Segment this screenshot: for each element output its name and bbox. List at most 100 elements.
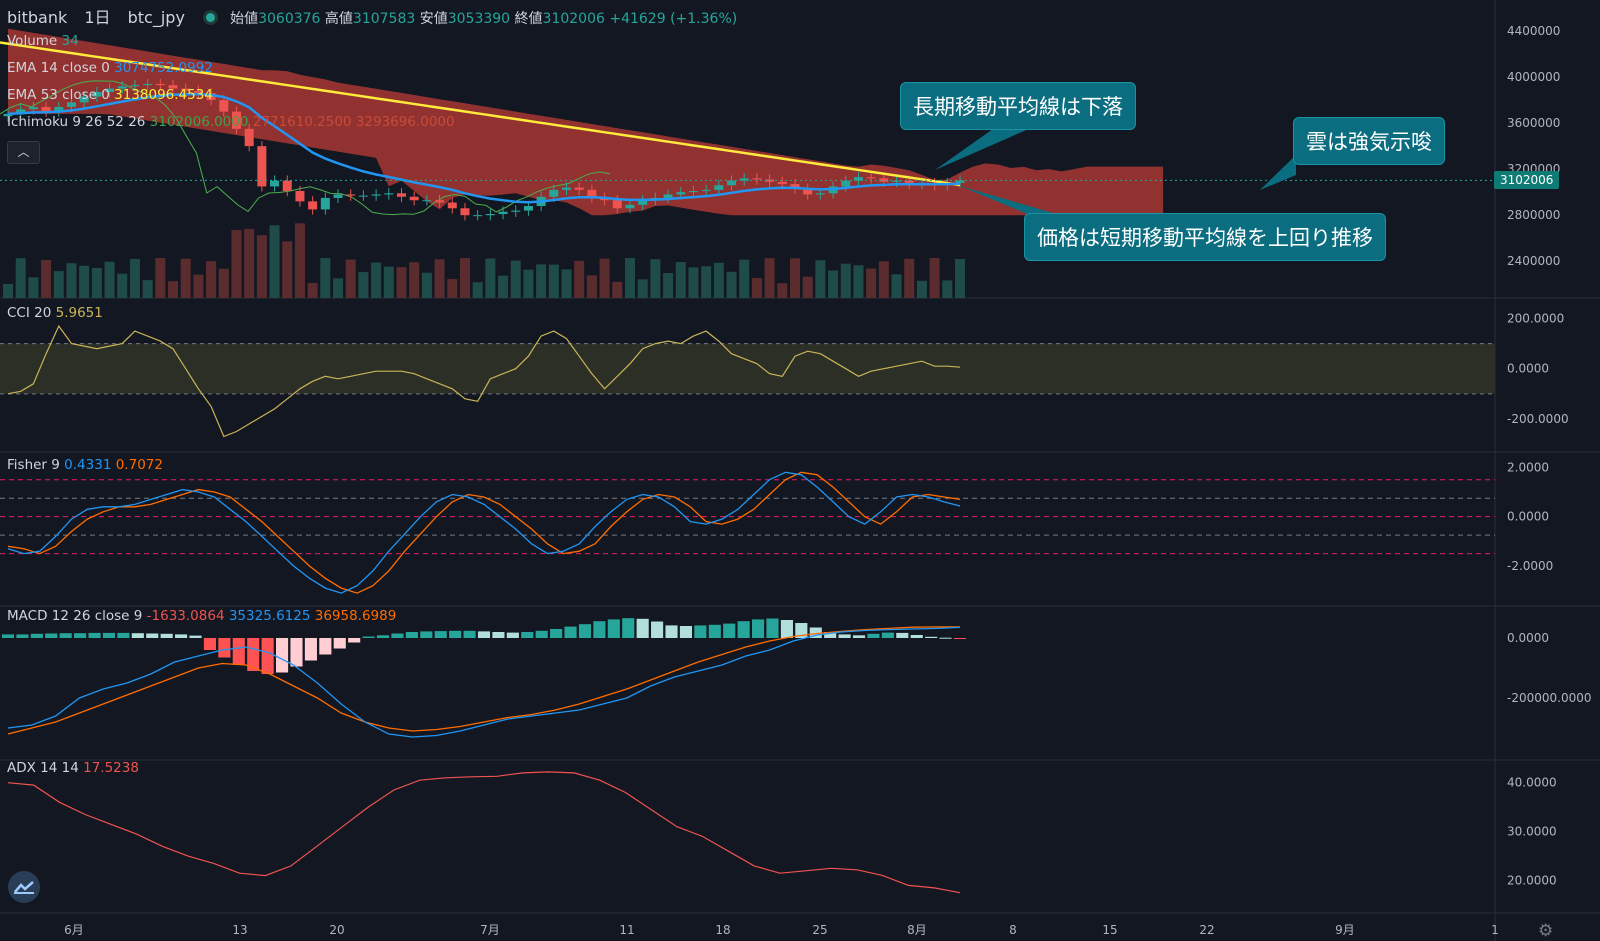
volume-bar (688, 267, 699, 298)
macd-histogram-bar (694, 625, 707, 638)
candle (92, 92, 102, 97)
volume-value: 34 (61, 33, 79, 49)
fisher-legend[interactable]: Fisher 9 0.4331 0.7072 (7, 457, 163, 473)
ichimoku-legend[interactable]: Ichimoku 9 26 52 26 3102006.0000 2771610… (7, 114, 455, 130)
candle (333, 194, 343, 198)
macd-histogram-bar (189, 635, 202, 638)
volume-bar (117, 273, 128, 298)
volume-bar (942, 280, 953, 298)
annotation-cloud[interactable]: 雲は強気示唆 (1293, 117, 1445, 165)
candle (79, 96, 89, 103)
macd-histogram-bar (622, 618, 635, 638)
time-tick-label: 13 (232, 923, 247, 937)
tradingview-logo-icon[interactable] (8, 871, 40, 903)
adx-tick-label: 30.0000 (1507, 825, 1557, 839)
macd-histogram-bar (939, 637, 952, 639)
time-tick-label: 6月 (64, 923, 84, 937)
volume-bar (599, 258, 610, 298)
macd-histogram-bar (16, 634, 29, 638)
volume-legend[interactable]: Volume 34 (7, 33, 79, 49)
volume-bar (828, 270, 839, 298)
cci-legend[interactable]: CCI 20 5.9651 (7, 305, 103, 321)
candle (244, 128, 254, 147)
candle (803, 188, 813, 195)
low-value: 3053390 (447, 11, 511, 27)
candle (739, 178, 749, 181)
price-tick-label: 4400000 (1507, 24, 1560, 38)
candle (688, 191, 698, 193)
macd-histogram-bar (160, 633, 173, 638)
macd-histogram-bar (319, 638, 332, 655)
macd-histogram-bar (665, 625, 678, 638)
volume-bar (904, 258, 915, 298)
candle (485, 214, 495, 216)
volume-bar (282, 241, 293, 298)
macd-value-2: 35325.6125 (228, 608, 311, 624)
candle (409, 196, 419, 201)
volume-bar (955, 258, 965, 298)
volume-bar (878, 261, 889, 298)
candle (435, 200, 445, 203)
candle (130, 85, 140, 87)
volume-bar (244, 228, 255, 298)
candle (3, 113, 13, 117)
symbol-name[interactable]: bitbank (7, 8, 68, 27)
interval-label[interactable]: 1日 (84, 8, 111, 27)
macd-histogram-bar (74, 633, 87, 638)
candle (219, 100, 229, 112)
candle (358, 195, 368, 197)
candle (904, 180, 914, 185)
gear-icon[interactable]: ⚙ (1538, 921, 1554, 941)
macd-histogram-bar (348, 638, 361, 643)
macd-histogram-bar (564, 626, 577, 638)
macd-histogram-bar (795, 623, 808, 638)
macd-histogram-bar (867, 633, 880, 638)
pair-label[interactable]: btc_jpy (127, 8, 185, 27)
candle (320, 197, 330, 210)
adx-legend[interactable]: ADX 14 14 17.5238 (7, 760, 139, 776)
collapse-legend-button[interactable]: ︿ (7, 141, 40, 164)
volume-bar (713, 262, 724, 298)
ema53-legend[interactable]: EMA 53 close 0 3138096.4534 (7, 87, 213, 103)
macd-histogram-bar (607, 619, 620, 638)
ohlc-readout: 始値3060376 高値3107583 安値3053390 終値3102006 … (230, 11, 737, 27)
macd-line (7, 626, 961, 738)
volume-bar (739, 259, 750, 298)
volume-bar (789, 258, 800, 298)
candle (498, 211, 508, 215)
ema14-legend[interactable]: EMA 14 close 0 3074752.0992 (7, 60, 213, 76)
annotation-price[interactable]: 価格は短期移動平均線を上回り推移 (1024, 213, 1386, 261)
annotation-long-ma[interactable]: 長期移動平均線は下落 (900, 82, 1136, 130)
volume-bar (929, 258, 940, 298)
volume-bar (586, 275, 597, 298)
candle (308, 201, 318, 210)
cci-band (0, 343, 1495, 394)
candle (714, 185, 724, 190)
annotation-pointer (1260, 155, 1296, 190)
chart-header: bitbank 1日 btc_jpy 始値3060376 高値3107583 安… (7, 4, 737, 28)
candle (600, 197, 610, 201)
volume-bar (41, 259, 52, 298)
candle (257, 146, 267, 187)
volume-bar (345, 259, 356, 298)
volume-bar (472, 282, 483, 298)
volume-bar (168, 281, 179, 298)
macd-histogram-bar (420, 631, 433, 638)
volume-bar (320, 258, 331, 298)
ema14-line (7, 92, 961, 204)
volume-label: Volume (7, 33, 58, 49)
volume-bar (383, 266, 394, 298)
macd-legend[interactable]: MACD 12 26 close 9 -1633.0864 35325.6125… (7, 608, 396, 624)
macd-histogram-bar (434, 631, 447, 638)
macd-histogram-bar (809, 627, 822, 638)
volume-bar (777, 283, 788, 298)
volume-bar (307, 282, 318, 298)
candle (752, 178, 762, 180)
macd-histogram-bar (117, 632, 130, 638)
candle (676, 192, 686, 195)
macd-histogram-bar (203, 638, 216, 650)
macd-histogram-bar (175, 634, 188, 638)
volume-bar (726, 271, 737, 298)
macd-histogram-bar (88, 632, 101, 638)
